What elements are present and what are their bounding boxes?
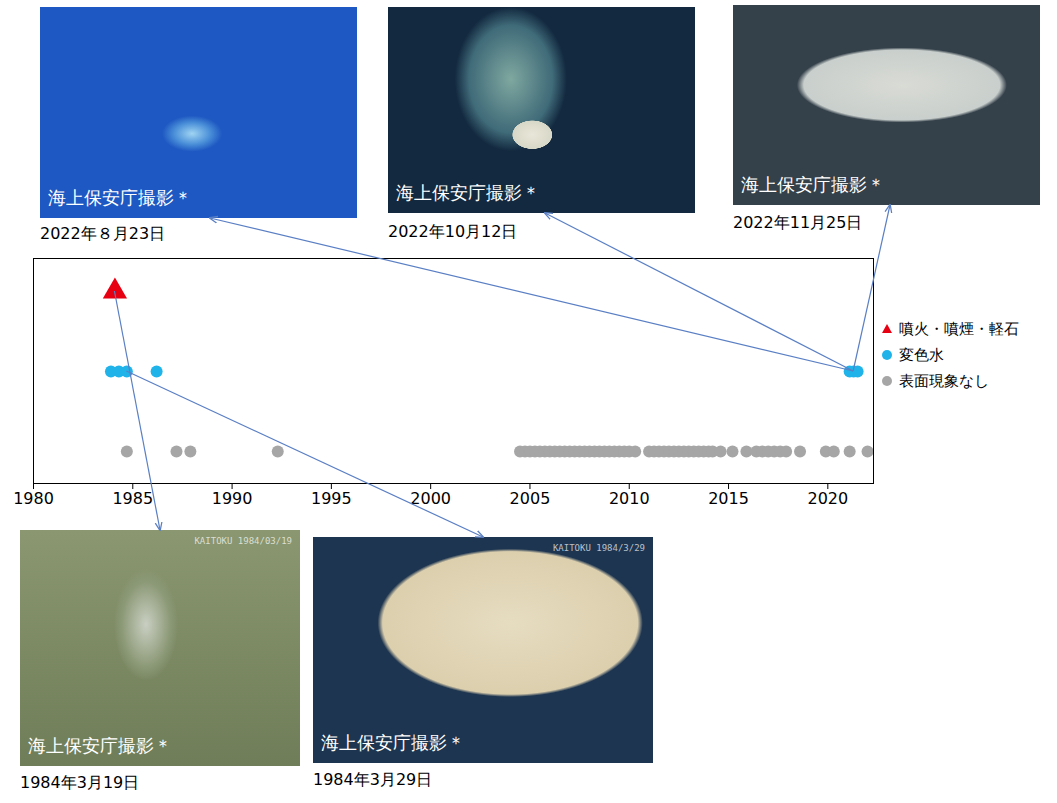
html-text:変色水: 変色水 <box>899 345 944 364</box>
svg-text:1990: 1990 <box>212 489 253 508</box>
html-text:2022年８月23日: 2022年８月23日 <box>40 224 166 243</box>
html-text:海上保安庁撮影＊: 海上保安庁撮影＊ <box>48 187 192 208</box>
svg-text:2015: 2015 <box>708 489 749 508</box>
svg-text:2020: 2020 <box>807 489 848 508</box>
svg-text:2005: 2005 <box>510 489 551 508</box>
html-text:表面現象なし: 表面現象なし <box>899 371 989 390</box>
svg-text:2010: 2010 <box>609 489 650 508</box>
html-text:海上保安庁撮影＊: 海上保安庁撮影＊ <box>28 735 172 756</box>
html-text:2022年11月25日: 2022年11月25日 <box>733 213 863 232</box>
html-text:2022年10月12日: 2022年10月12日 <box>388 222 518 241</box>
html-text:海上保安庁撮影＊: 海上保安庁撮影＊ <box>321 732 465 753</box>
html-text:海上保安庁撮影＊: 海上保安庁撮影＊ <box>396 182 540 203</box>
html-text:海上保安庁撮影＊: 海上保安庁撮影＊ <box>741 174 885 195</box>
svg-text:2000: 2000 <box>410 489 451 508</box>
html-text:噴火・噴煙・軽石: 噴火・噴煙・軽石 <box>899 319 1019 338</box>
svg-text:1995: 1995 <box>311 489 352 508</box>
svg-text:1985: 1985 <box>112 489 153 508</box>
html-text:1984年3月29日: 1984年3月29日 <box>313 770 433 789</box>
svg-text:1980: 1980 <box>13 489 54 508</box>
html-text:KAITOKU 1984/03/19: KAITOKU 1984/03/19 <box>194 536 292 546</box>
html-text:KAITOKU 1984/3/29: KAITOKU 1984/3/29 <box>552 543 645 553</box>
html-text:1984年3月19日: 1984年3月19日 <box>20 773 140 792</box>
